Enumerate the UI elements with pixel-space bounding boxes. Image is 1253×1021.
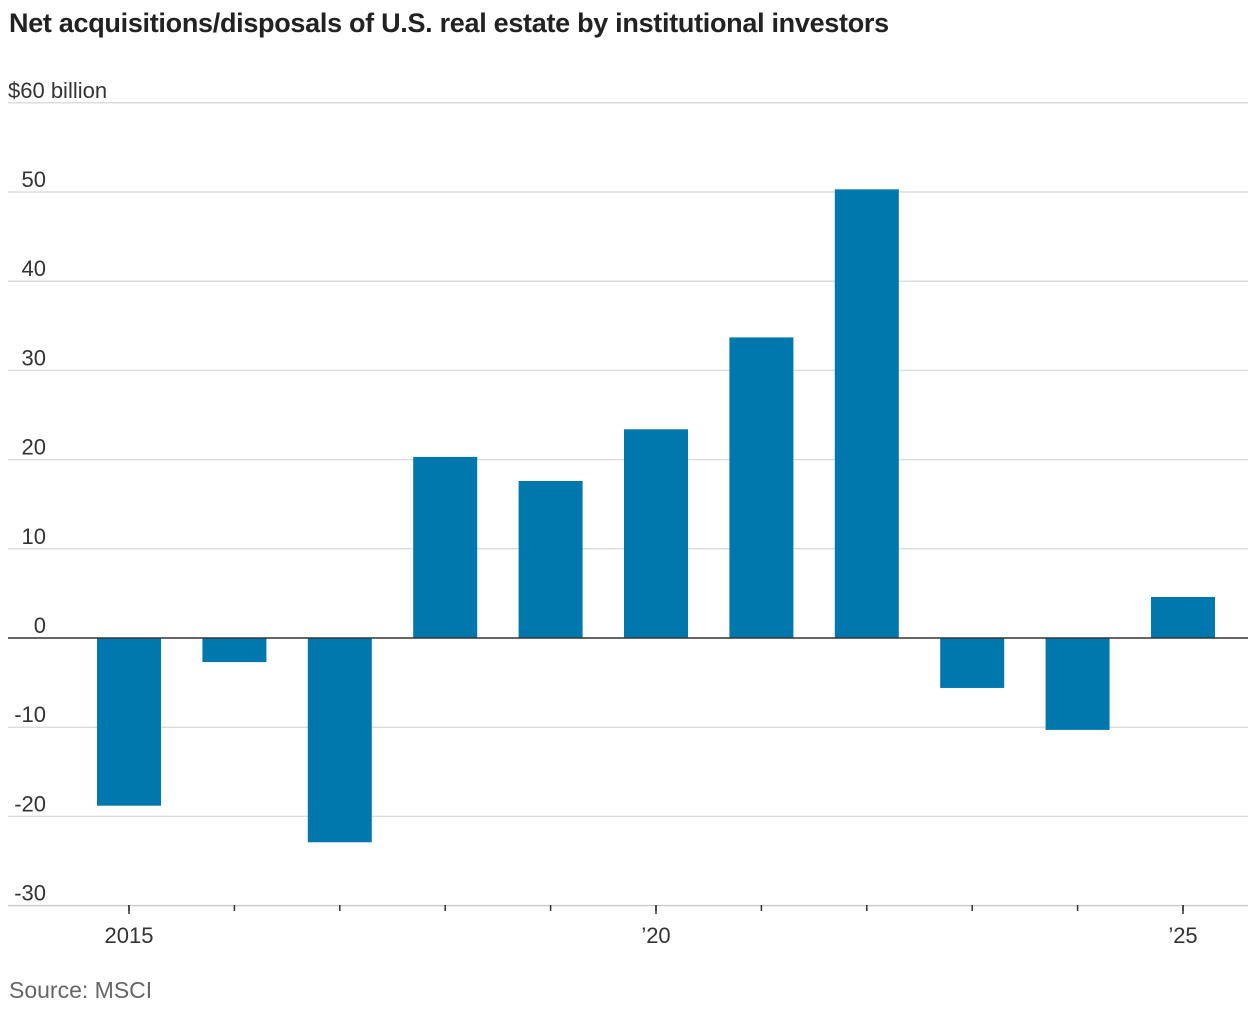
y-tick-label: -10 bbox=[14, 702, 46, 727]
y-tick-label: -20 bbox=[14, 791, 46, 816]
y-tick-label: 20 bbox=[22, 435, 46, 460]
y-axis-label: $60 billion bbox=[8, 78, 107, 103]
x-tick-label: ’25 bbox=[1168, 923, 1197, 948]
bar-2021 bbox=[729, 337, 794, 638]
y-tick-label: 0 bbox=[34, 613, 46, 638]
bar-2025 bbox=[1151, 596, 1215, 638]
y-tick-label: 40 bbox=[22, 256, 46, 281]
bar-2022 bbox=[834, 189, 899, 638]
bar-2018 bbox=[413, 456, 478, 638]
bar-2020 bbox=[624, 429, 688, 638]
x-tick-label: ’20 bbox=[641, 923, 670, 948]
chart-title: Net acquisitions/disposals of U.S. real … bbox=[9, 8, 889, 38]
bar-2015 bbox=[97, 638, 161, 806]
source-note: Source: MSCI bbox=[9, 977, 153, 1003]
bar-2016 bbox=[202, 638, 267, 663]
bar-2017 bbox=[307, 638, 372, 843]
x-tick-label: 2015 bbox=[105, 923, 154, 948]
bar-2024 bbox=[1045, 638, 1110, 730]
y-tick-label: 50 bbox=[22, 167, 46, 192]
y-tick-label: 30 bbox=[22, 345, 46, 370]
y-tick-label: -30 bbox=[14, 881, 46, 906]
bar-2019 bbox=[518, 481, 583, 638]
y-tick-label: 10 bbox=[22, 524, 46, 549]
bar-2023 bbox=[940, 638, 1005, 688]
